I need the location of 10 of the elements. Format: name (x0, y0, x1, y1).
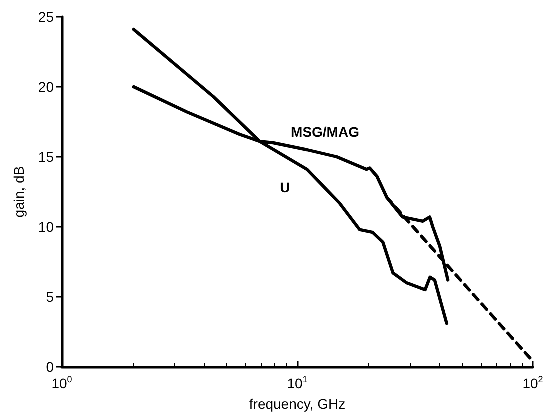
x-axis-title: frequency, GHz (249, 396, 346, 412)
y-tick-label: 25 (38, 9, 54, 25)
series-label: U (280, 180, 290, 196)
y-tick-label: 5 (46, 289, 54, 305)
y-tick-label: 20 (38, 79, 54, 95)
series-label: MSG/MAG (291, 124, 360, 140)
y-tick-label: 15 (38, 149, 54, 165)
y-tick-label: 0 (46, 359, 54, 375)
y-axis-title: gain, dB (11, 166, 27, 218)
y-tick-label: 10 (38, 219, 54, 235)
